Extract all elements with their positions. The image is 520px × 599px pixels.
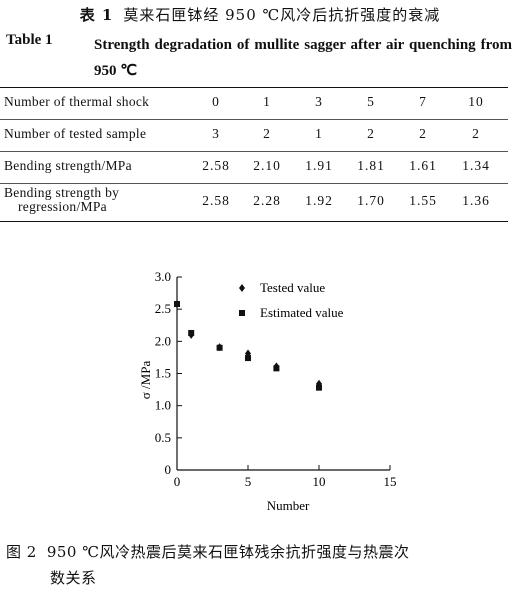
x-tick-label: 10 — [313, 474, 326, 489]
table-title-cn: 表 1 莫来石匣钵经 950 ℃风冷后抗折强度的衰减 — [0, 4, 520, 25]
table-cell: 1.61 — [409, 158, 437, 173]
table-label-cn: 表 1 — [79, 6, 114, 24]
table-title-en-text: Strength degradation of mullite sagger a… — [94, 37, 512, 79]
row-header: Number of tested sample — [4, 126, 147, 141]
table-cell: 2.58 — [202, 158, 230, 173]
table-cell: 2 — [419, 126, 427, 141]
table-cell: 1.92 — [305, 193, 333, 208]
y-tick-label: 2.5 — [155, 301, 171, 316]
chart-points — [174, 300, 322, 391]
estimated-value-point — [273, 365, 280, 372]
table-top-rule — [0, 87, 508, 89]
table-cell: 2.58 — [202, 193, 230, 208]
legend-label: Estimated value — [260, 305, 344, 320]
y-tick-label: 3.0 — [155, 269, 171, 284]
table-cell: 1.55 — [409, 193, 437, 208]
chart-legend: Tested value Estimated value — [239, 280, 344, 320]
figure-caption: 图 2 950 ℃风冷热震后莫来石匣钵残余抗折强度与热震次 数关系 — [6, 539, 511, 591]
figure-label: 图 2 — [6, 543, 37, 561]
table-divider — [0, 151, 508, 152]
estimated-value-point — [316, 384, 322, 391]
tested-value-point — [245, 349, 251, 358]
table-cell: 2 — [472, 126, 480, 141]
x-tick-label: 5 — [245, 474, 252, 489]
table-cell: 10 — [468, 94, 484, 109]
caption-line2: 数关系 — [50, 569, 97, 587]
x-axis-label: Number — [267, 498, 310, 513]
row-header-line2: regression/MPa — [18, 199, 107, 214]
row-header: Number of thermal shock — [4, 94, 150, 109]
table-cell: 1 — [263, 94, 271, 109]
table-row-thermal-shock: Number of thermal shock 0 1 3 5 7 10 — [0, 88, 508, 118]
table-divider — [0, 119, 508, 120]
table-cell: 2.28 — [253, 193, 281, 208]
row-header: Bending strength by regression/MPa — [4, 186, 119, 214]
table-cell: 1.91 — [305, 158, 333, 173]
chart-ticks: 0 5 10 15 0 0.5 1.0 1.5 2.0 2.5 3.0 — [155, 269, 397, 489]
table-row-tested-sample: Number of tested sample 3 2 1 2 2 2 — [0, 120, 508, 150]
table-title-cn-text: 莫来石匣钵经 950 ℃风冷后抗折强度的衰减 — [123, 6, 441, 24]
table-row-regression: Bending strength by regression/MPa 2.58 … — [0, 186, 508, 221]
y-tick-label: 0 — [165, 462, 172, 477]
table-cell: 1.36 — [462, 193, 490, 208]
table-bottom-rule — [0, 221, 508, 223]
row-header: Bending strength/MPa — [4, 158, 132, 173]
table-cell: 5 — [367, 94, 375, 109]
strength-scatter-chart: 0 5 10 15 0 0.5 1.0 1.5 2.0 2.5 3.0 Tested value Es… — [130, 260, 410, 520]
table-cell: 3 — [315, 94, 323, 109]
table-cell: 7 — [419, 94, 427, 109]
table-divider — [0, 183, 508, 184]
y-tick-label: 1.5 — [155, 366, 171, 381]
table-cell: 0 — [212, 94, 220, 109]
x-tick-label: 15 — [384, 474, 397, 489]
table-cell: 2 — [263, 126, 271, 141]
legend-marker-diamond — [239, 284, 245, 292]
table-cell: 1.81 — [357, 158, 385, 173]
legend-marker-square — [239, 310, 245, 316]
table-cell: 2.10 — [253, 158, 281, 173]
table-row-bending-strength: Bending strength/MPa 2.58 2.10 1.91 1.81… — [0, 152, 508, 182]
legend-label: Tested value — [260, 280, 325, 295]
y-tick-label: 2.0 — [155, 333, 171, 348]
y-axis-label: σ /MPa — [138, 361, 153, 400]
estimated-value-point — [216, 344, 223, 351]
caption-line1: 950 ℃风冷热震后莫来石匣钵残余抗折强度与热震次 — [46, 543, 410, 561]
estimated-value-point — [174, 301, 180, 308]
x-tick-label: 0 — [174, 474, 181, 489]
table-cell: 3 — [212, 126, 220, 141]
row-header-line1: Bending strength by — [4, 185, 120, 200]
y-tick-label: 0.5 — [155, 430, 171, 445]
y-tick-label: 1.0 — [155, 398, 171, 413]
table-cell: 1.70 — [357, 193, 385, 208]
table-label-en: Table 1 — [6, 32, 53, 48]
estimated-value-point — [245, 355, 251, 362]
table-cell: 1.34 — [462, 158, 490, 173]
chart-svg: 0 5 10 15 0 0.5 1.0 1.5 2.0 2.5 3.0 Tested value Es… — [138, 269, 397, 513]
estimated-value-point — [188, 329, 195, 336]
table-cell: 2 — [367, 126, 375, 141]
table-cell: 1 — [315, 126, 323, 141]
